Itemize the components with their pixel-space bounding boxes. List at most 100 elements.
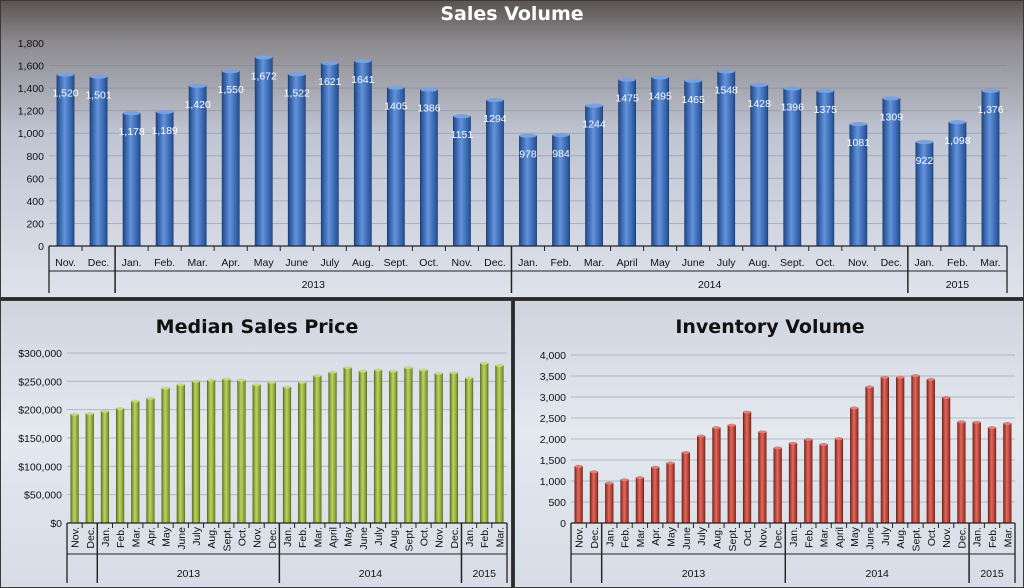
- x-tick-label: May: [650, 257, 671, 269]
- bar: [972, 421, 981, 524]
- bar-cap: [387, 85, 405, 90]
- bar-cap: [835, 437, 843, 441]
- data-label: 1396: [781, 102, 805, 114]
- x-tick-label: Mar.: [494, 527, 506, 547]
- year-group-label: 2015: [946, 279, 970, 291]
- y-tick-label: 3,000: [540, 392, 566, 404]
- median-sales-price-panel: Median Sales Price $0 $50,000 $100,000 $150…: [0, 300, 512, 588]
- bar: [353, 60, 372, 247]
- bar: [605, 482, 614, 524]
- bar-cap: [636, 476, 644, 480]
- bar: [926, 379, 935, 524]
- x-tick-label: Oct.: [419, 257, 438, 269]
- bar-cap: [177, 383, 185, 387]
- data-label: 978: [519, 149, 537, 161]
- x-tick-label: Oct.: [236, 527, 248, 546]
- data-label: 984: [552, 148, 570, 160]
- bar: [651, 466, 660, 524]
- x-tick-label: Dec.: [267, 527, 279, 549]
- bar-cap: [697, 434, 705, 438]
- bar: [987, 427, 997, 524]
- x-tick-label: Nov.: [55, 257, 76, 269]
- bar-cap: [222, 377, 231, 381]
- bar: [666, 462, 675, 524]
- x-tick-label: Nov.: [252, 527, 264, 548]
- x-tick-label: Dec.: [88, 257, 110, 269]
- bar-cap: [56, 72, 75, 77]
- bar-cap: [268, 380, 276, 384]
- x-tick-label: Dec.: [484, 257, 506, 269]
- y-tick-label: 3,500: [540, 371, 566, 383]
- x-tick-label: June: [176, 527, 188, 550]
- x-tick-label: Nov.: [848, 257, 869, 269]
- x-tick-label: Nov.: [70, 527, 82, 548]
- bar-cap: [1003, 421, 1012, 425]
- bar: [89, 76, 108, 247]
- bar: [1003, 423, 1012, 524]
- x-tick-label: Mar.: [635, 527, 647, 547]
- bar-cap: [712, 426, 721, 430]
- bar-cap: [651, 465, 660, 469]
- x-tick-label: Sept.: [727, 527, 739, 552]
- x-tick-label: June: [681, 527, 693, 550]
- bar-cap: [758, 430, 767, 434]
- bar-cap: [727, 423, 736, 427]
- bar-cap: [156, 109, 174, 114]
- bar: [773, 447, 782, 524]
- data-label: 1475: [615, 93, 639, 105]
- bar: [758, 431, 767, 524]
- bar-cap: [122, 111, 141, 116]
- data-label: 922: [916, 155, 934, 167]
- bar-cap: [389, 369, 398, 373]
- bar-cap: [101, 409, 109, 413]
- x-tick-label: Oct.: [742, 527, 754, 546]
- x-tick-label: May: [849, 526, 861, 547]
- y-tick-label: $300,000: [18, 348, 62, 360]
- bar-cap: [942, 395, 950, 399]
- data-label: 1,420: [185, 99, 211, 111]
- bar: [221, 70, 240, 247]
- bar-cap: [161, 386, 170, 390]
- data-label: 1375: [814, 104, 838, 116]
- x-tick-label: Nov.: [452, 257, 473, 269]
- bar: [116, 408, 125, 524]
- bar-cap: [717, 69, 735, 74]
- x-tick-label: Jan.: [464, 527, 476, 547]
- bar-cap: [298, 380, 306, 384]
- bar: [834, 438, 844, 524]
- x-tick-label: April: [617, 257, 638, 269]
- bar: [313, 375, 322, 524]
- bar-cap: [684, 78, 702, 83]
- bar-cap: [420, 87, 438, 92]
- x-tick-label: April: [328, 527, 340, 548]
- bar-cap: [783, 86, 801, 91]
- x-tick-label: April: [834, 527, 846, 548]
- x-tick-label: Sept.: [221, 527, 233, 552]
- bar-cap: [849, 122, 867, 127]
- x-tick-label: July: [373, 526, 385, 545]
- x-tick-label: Sept.: [403, 527, 415, 552]
- x-tick-label: Feb.: [803, 527, 815, 548]
- x-tick-label: Oct.: [926, 527, 938, 546]
- bar-cap: [666, 461, 675, 465]
- y-tick-label: $200,000: [18, 405, 62, 417]
- bar-cap: [354, 58, 372, 63]
- bar: [449, 372, 458, 524]
- year-group-label: 2013: [302, 279, 326, 291]
- x-tick-label: Aug.: [352, 257, 374, 269]
- x-tick-label: Mar.: [819, 527, 831, 547]
- data-label: 1405: [384, 101, 408, 113]
- sales-volume-chart: Sales Volume 0 200 400 600 800 1,000 1,200 1,40…: [18, 3, 1008, 293]
- bar-cap: [605, 481, 614, 485]
- bar-cap: [450, 371, 458, 375]
- bar-cap: [486, 98, 504, 103]
- bar-cap: [374, 368, 382, 372]
- x-tick-label: July: [717, 257, 736, 269]
- bar: [70, 413, 79, 524]
- y-tick-label: $150,000: [18, 433, 62, 445]
- x-tick-label: Mar.: [187, 257, 207, 269]
- bar: [298, 382, 307, 524]
- bar-cap: [313, 374, 322, 378]
- x-tick-label: May: [343, 526, 355, 547]
- bar-cap: [189, 83, 207, 88]
